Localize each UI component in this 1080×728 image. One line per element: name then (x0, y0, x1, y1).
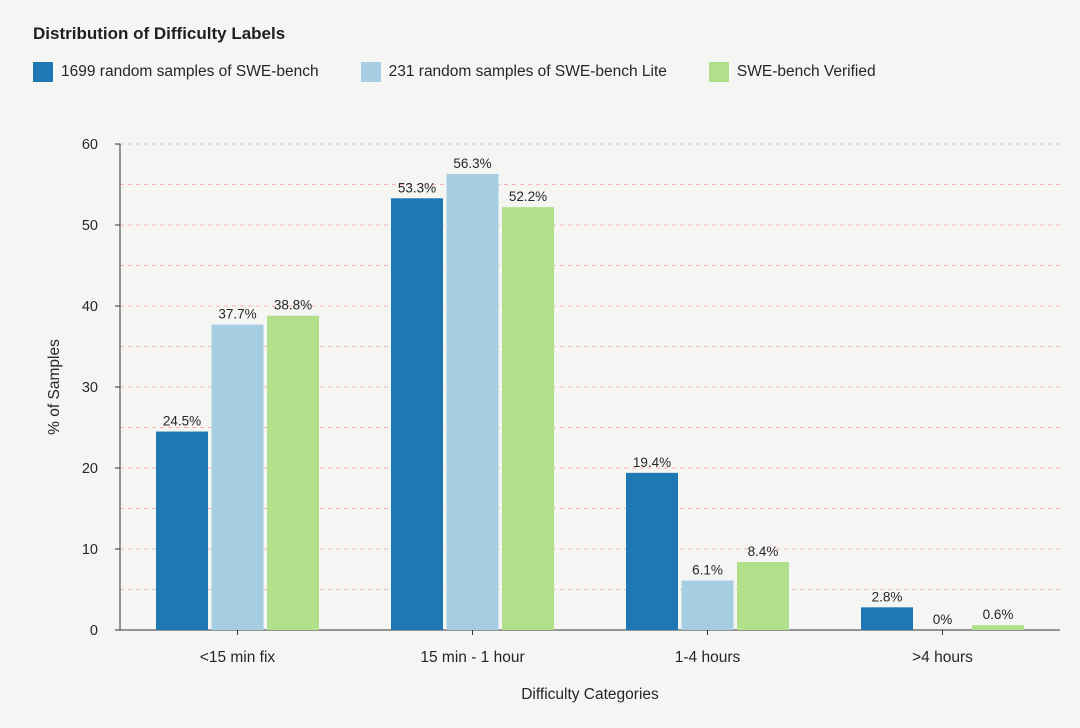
label-layer: 24.5% 37.7% 38.8% 53.3% 56.3% 52.2% 19.4% 6.1% 8… (163, 156, 1014, 627)
x-tick-label: <15 min fix (200, 649, 276, 666)
legend-label-1: 231 random samples of SWE-bench Lite (388, 63, 667, 80)
y-tick-label: 40 (82, 299, 98, 315)
y-tick-label: 10 (82, 542, 98, 558)
legend-swatch-0 (33, 62, 53, 82)
legend-item-1[interactable]: 231 random samples of SWE-bench Lite (360, 62, 667, 82)
data-label: 24.5% (163, 414, 201, 429)
legend-item-2[interactable]: SWE-bench Verified (708, 62, 876, 82)
y-tick-label: 0 (90, 623, 98, 639)
data-label: 53.3% (398, 180, 436, 195)
bar-2-0 (267, 315, 319, 630)
bar-1-2 (681, 580, 734, 630)
chart-title: Distribution of Difficulty Labels (33, 24, 286, 43)
data-label: 0.6% (983, 607, 1014, 622)
bar-2-2 (737, 561, 789, 630)
y-tick-label: 50 (82, 218, 98, 234)
x-tick-label: >4 hours (912, 649, 973, 666)
data-label: 52.2% (509, 189, 547, 204)
legend-label-0: 1699 random samples of SWE-bench (61, 63, 319, 80)
data-label: 2.8% (872, 589, 903, 604)
bar-1-1 (446, 173, 499, 630)
x-axis-title: Difficulty Categories (521, 686, 659, 703)
y-tick-label: 60 (82, 137, 98, 153)
x-tick-label: 1-4 hours (675, 649, 741, 666)
data-label: 19.4% (633, 455, 671, 470)
legend-item-0[interactable]: 1699 random samples of SWE-bench (33, 62, 319, 82)
bar-1-0 (211, 324, 264, 630)
legend-swatch-1 (360, 62, 381, 82)
bar-0-2 (626, 472, 678, 630)
data-label: 0% (933, 612, 953, 627)
legend: 1699 random samples of SWE-bench 231 ran… (33, 62, 918, 82)
legend-label-2: SWE-bench Verified (736, 63, 876, 80)
bar-0-3 (861, 607, 913, 630)
data-label: 8.4% (748, 544, 779, 559)
y-axis-title: % of Samples (46, 339, 63, 435)
bar-0-1 (391, 198, 443, 630)
bar-2-1 (502, 207, 554, 630)
y-tick-label: 20 (82, 461, 98, 477)
bar-layer (156, 173, 1024, 630)
bar-0-0 (156, 431, 208, 630)
data-label: 38.8% (274, 298, 312, 313)
data-label: 6.1% (692, 563, 723, 578)
bar-2-3 (972, 625, 1024, 630)
legend-swatch-2 (708, 62, 729, 82)
y-tick-label: 30 (82, 380, 98, 396)
x-tick-label: 15 min - 1 hour (420, 649, 524, 666)
data-label: 37.7% (218, 307, 256, 322)
data-label: 56.3% (453, 156, 491, 171)
